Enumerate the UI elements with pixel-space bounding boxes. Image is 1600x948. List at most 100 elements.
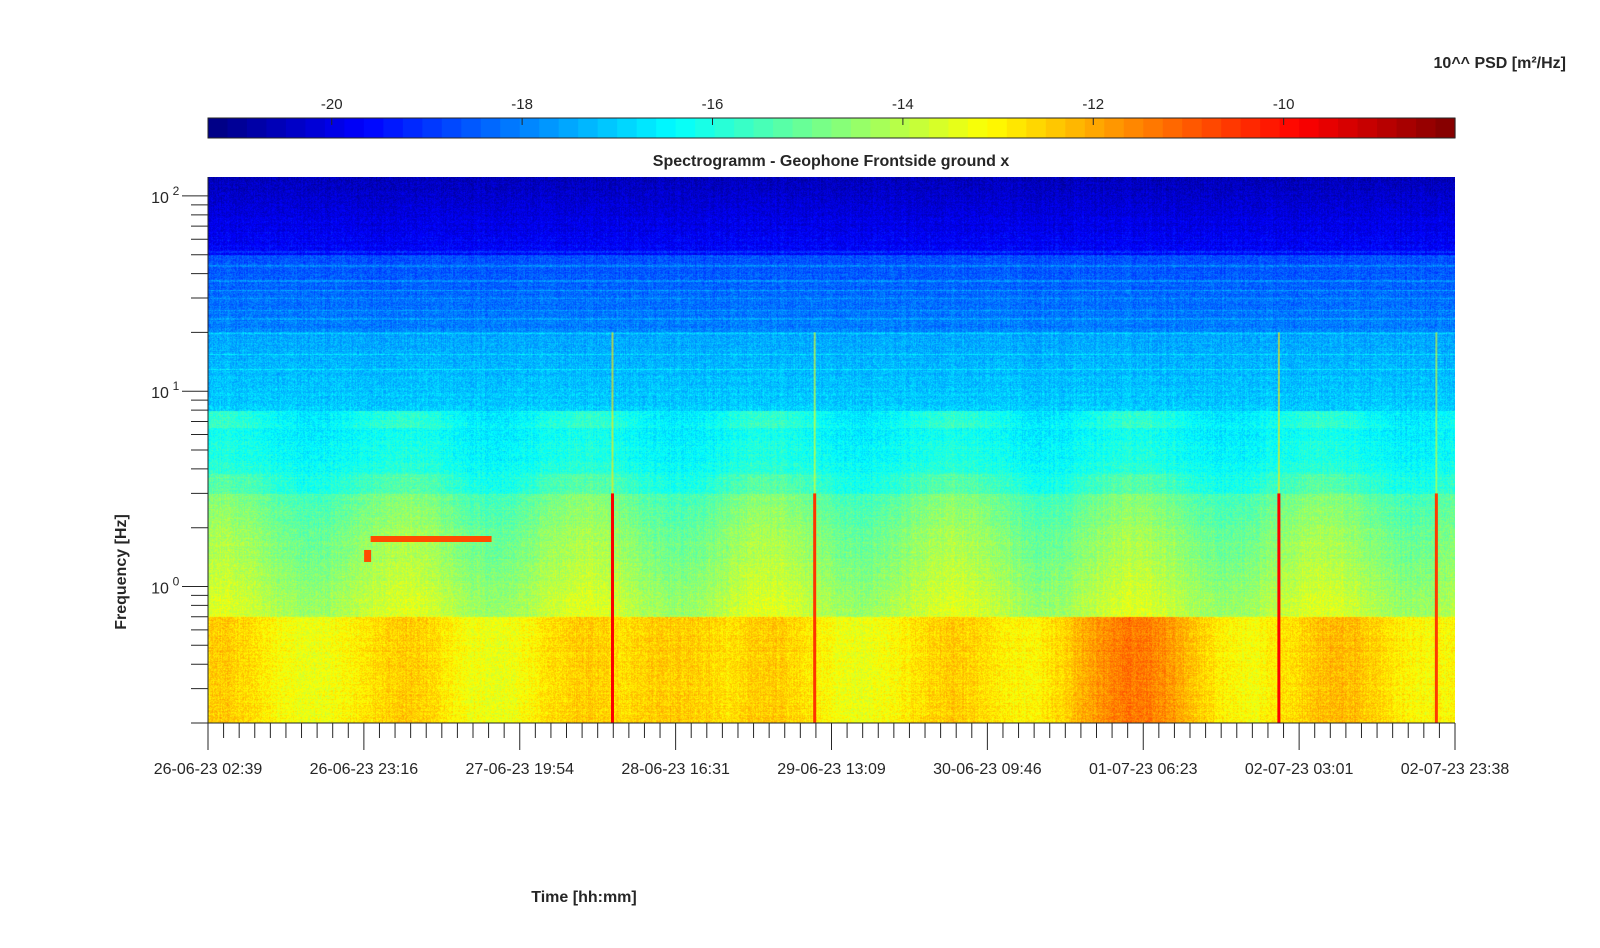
- colorbar-segment: [812, 118, 833, 138]
- colorbar-segment: [344, 118, 365, 138]
- colorbar-segment: [1065, 118, 1086, 138]
- y-tick-label: 10 2: [151, 184, 180, 207]
- colorbar-segment: [363, 118, 384, 138]
- colorbar-segment: [324, 118, 345, 138]
- colorbar-segment: [1416, 118, 1437, 138]
- y-tick-exponent: 2: [173, 184, 180, 198]
- colorbar-segment: [909, 118, 930, 138]
- colorbar-segment: [578, 118, 599, 138]
- colorbar-segment: [1240, 118, 1261, 138]
- colorbar-segment: [383, 118, 404, 138]
- colorbar-segment: [792, 118, 813, 138]
- colorbar-segment: [1143, 118, 1164, 138]
- x-tick-label: 30-06-23 09:46: [933, 761, 1042, 778]
- colorbar-segment: [480, 118, 501, 138]
- y-tick-exponent: 0: [173, 575, 180, 589]
- colorbar-tick-label: -14: [892, 96, 914, 113]
- colorbar-segment: [656, 118, 677, 138]
- colorbar-segment: [402, 118, 423, 138]
- x-tick-label: 02-07-23 03:01: [1245, 761, 1354, 778]
- colorbar-segment: [266, 118, 287, 138]
- y-tick-label: 10 0: [151, 575, 180, 598]
- colorbar-segment: [305, 118, 326, 138]
- y-axis: 10 0 10 1 10 2: [151, 177, 209, 724]
- colorbar-segment: [617, 118, 638, 138]
- colorbar-segment: [1338, 118, 1359, 138]
- colorbar-segment: [539, 118, 560, 138]
- colorbar-segment: [1182, 118, 1203, 138]
- x-tick-label: 28-06-23 16:31: [621, 761, 730, 778]
- colorbar-segment: [1377, 118, 1398, 138]
- x-tick-label: 02-07-23 23:38: [1401, 761, 1510, 778]
- colorbar-segment: [928, 118, 950, 138]
- spectrogram-plot-area: [208, 177, 1455, 723]
- colorbar-segment: [1162, 118, 1183, 138]
- x-axis: 26-06-23 02:39 26-06-23 23:16 27-06-23 19:…: [154, 722, 1510, 778]
- colorbar-segment: [285, 118, 307, 138]
- colorbar-tick-label: -16: [702, 96, 724, 113]
- colorbar-label: 10^^ PSD [m²/Hz]: [1434, 55, 1566, 72]
- colorbar-segment: [246, 118, 268, 138]
- colorbar-segment: [519, 118, 540, 138]
- y-axis-label: Frequency [Hz]: [113, 514, 130, 630]
- colorbar: [207, 117, 1456, 139]
- colorbar-segment: [461, 118, 482, 138]
- colorbar-ticks: -20 -18 -16 -14 -12 -10: [321, 96, 1295, 125]
- colorbar-segment: [889, 118, 911, 138]
- colorbar-segment: [1260, 118, 1281, 138]
- colorbar-segment: [1279, 118, 1300, 138]
- colorbar-segment: [636, 118, 657, 138]
- colorbar-segment: [1006, 118, 1027, 138]
- colorbar-segment: [870, 118, 891, 138]
- colorbar-segment: [227, 118, 248, 138]
- colorbar-segment: [441, 118, 462, 138]
- colorbar-segment: [850, 118, 872, 138]
- colorbar-segment: [1318, 118, 1339, 138]
- colorbar-segment: [967, 118, 988, 138]
- x-tick-label: 29-06-23 13:09: [777, 761, 886, 778]
- event-marks: [364, 332, 1438, 723]
- y-tick-base: 10: [151, 581, 169, 598]
- colorbar-tick-label: -12: [1082, 96, 1104, 113]
- colorbar-segment: [1435, 118, 1456, 138]
- y-tick-label: 10 1: [151, 379, 180, 402]
- colorbar-segment: [948, 118, 969, 138]
- colorbar-segment: [675, 118, 696, 138]
- colorbar-segment: [597, 118, 618, 138]
- colorbar-segment: [208, 118, 229, 138]
- colorbar-segment: [1104, 118, 1125, 138]
- colorbar-tick-label: -18: [511, 96, 533, 113]
- x-axis-label: Time [hh:mm]: [531, 889, 636, 906]
- colorbar-segment: [831, 118, 852, 138]
- colorbar-segment: [714, 118, 735, 138]
- colorbar-segment: [773, 118, 794, 138]
- y-tick-base: 10: [151, 190, 169, 207]
- colorbar-tick-label: -20: [321, 96, 343, 113]
- short-tone-mark: [364, 549, 372, 562]
- colorbar-segment: [500, 118, 521, 138]
- x-tick-label: 27-06-23 19:54: [465, 761, 574, 778]
- colorbar-segment: [1084, 118, 1105, 138]
- colorbar-segment: [1045, 118, 1066, 138]
- colorbar-segment: [1357, 118, 1378, 138]
- colorbar-segment: [734, 118, 755, 138]
- x-tick-label: 26-06-23 02:39: [154, 761, 263, 778]
- colorbar-segment: [1396, 118, 1417, 138]
- y-tick-exponent: 1: [173, 379, 180, 393]
- colorbar-segment: [695, 118, 716, 138]
- colorbar-segment: [1201, 118, 1222, 138]
- colorbar-segment: [1299, 118, 1320, 138]
- y-tick-base: 10: [151, 385, 169, 402]
- colorbar-segment: [1123, 118, 1144, 138]
- spectrogram-heatmap: [208, 177, 1455, 723]
- chart-title: Spectrogramm - Geophone Frontside ground…: [653, 153, 1010, 170]
- x-tick-label: 01-07-23 06:23: [1089, 761, 1198, 778]
- x-tick-label: 26-06-23 23:16: [310, 761, 419, 778]
- colorbar-segment: [987, 118, 1008, 138]
- colorbar-segment: [422, 118, 443, 138]
- colorbar-segment: [1221, 118, 1242, 138]
- colorbar-segment: [558, 118, 579, 138]
- colorbar-tick-label: -10: [1273, 96, 1295, 113]
- colorbar-segment: [1026, 118, 1047, 138]
